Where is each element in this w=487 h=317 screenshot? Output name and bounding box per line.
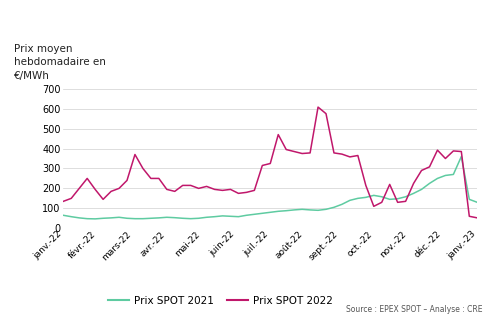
Prix SPOT 2021: [315, 208, 321, 212]
Prix SPOT 2022: [172, 190, 178, 193]
Prix SPOT 2021: [474, 200, 480, 204]
Prix SPOT 2021: [331, 205, 337, 209]
Prix SPOT 2021: [307, 208, 313, 212]
Prix SPOT 2021: [339, 203, 345, 206]
Prix SPOT 2022: [307, 151, 313, 155]
Prix SPOT 2022: [60, 199, 66, 203]
Line: Prix SPOT 2022: Prix SPOT 2022: [63, 107, 477, 218]
Line: Prix SPOT 2021: Prix SPOT 2021: [63, 157, 477, 219]
Prix SPOT 2021: [92, 217, 98, 221]
Prix SPOT 2022: [387, 183, 393, 186]
Legend: Prix SPOT 2021, Prix SPOT 2022: Prix SPOT 2021, Prix SPOT 2022: [104, 292, 337, 310]
Prix SPOT 2022: [474, 216, 480, 220]
Prix SPOT 2022: [315, 105, 321, 109]
Prix SPOT 2021: [458, 155, 464, 158]
Prix SPOT 2022: [331, 151, 337, 155]
Prix SPOT 2022: [434, 148, 440, 152]
Prix SPOT 2021: [180, 217, 186, 220]
Prix SPOT 2021: [60, 213, 66, 217]
Prix SPOT 2021: [387, 197, 393, 201]
Prix SPOT 2022: [299, 152, 305, 155]
Text: Source : EPEX SPOT – Analyse : CRE: Source : EPEX SPOT – Analyse : CRE: [346, 305, 482, 314]
Text: Prix moyen
hebdomadaire en
€/MWh: Prix moyen hebdomadaire en €/MWh: [14, 44, 106, 81]
